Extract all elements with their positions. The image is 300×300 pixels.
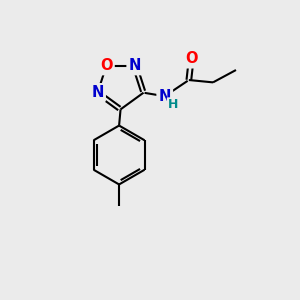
- Text: N: N: [92, 85, 104, 100]
- Text: N: N: [158, 89, 171, 104]
- Text: O: O: [185, 51, 197, 66]
- Text: O: O: [100, 58, 112, 73]
- Text: N: N: [129, 58, 141, 73]
- Text: H: H: [167, 98, 178, 111]
